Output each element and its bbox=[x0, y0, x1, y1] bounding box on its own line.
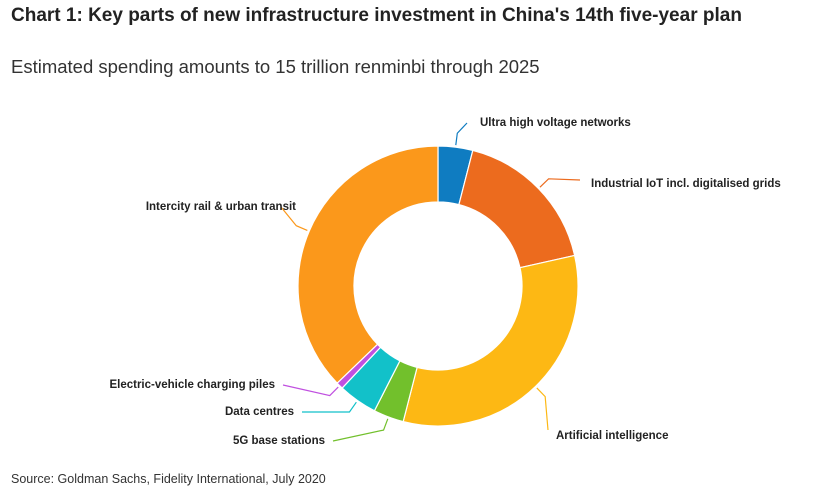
slice-artificial-intelligence bbox=[402, 254, 579, 427]
slice-label-industrial-iot-incl-digitalised-grids: Industrial IoT incl. digitalised grids bbox=[591, 178, 781, 190]
slice-label-artificial-intelligence: Artificial intelligence bbox=[556, 430, 668, 442]
chart-subtitle: Estimated spending amounts to 15 trillio… bbox=[11, 56, 540, 77]
slice-label-5g-base-stations: 5G base stations bbox=[233, 435, 325, 447]
leader-line-5g-base-stations bbox=[332, 418, 389, 442]
leader-line-intercity-rail-urban-transit bbox=[280, 206, 308, 231]
source-note: Source: Goldman Sachs, Fidelity Internat… bbox=[11, 472, 326, 486]
slice-label-intercity-rail-urban-transit: Intercity rail & urban transit bbox=[146, 201, 296, 213]
leader-line-electric-vehicle-charging-piles bbox=[282, 384, 339, 397]
slice-intercity-rail-urban-transit bbox=[297, 145, 439, 384]
leader-line-industrial-iot-incl-digitalised-grids bbox=[539, 178, 581, 188]
leader-line-artificial-intelligence bbox=[536, 387, 549, 431]
chart-title: Chart 1: Key parts of new infrastructure… bbox=[11, 5, 742, 26]
leader-line-ultra-high-voltage-networks bbox=[455, 122, 468, 146]
slice-label-data-centres: Data centres bbox=[225, 406, 294, 418]
slice-label-electric-vehicle-charging-piles: Electric-vehicle charging piles bbox=[109, 379, 275, 391]
slice-industrial-iot-incl-digitalised-grids bbox=[458, 149, 576, 269]
leader-line-data-centres bbox=[301, 401, 357, 413]
slice-label-ultra-high-voltage-networks: Ultra high voltage networks bbox=[480, 117, 631, 129]
